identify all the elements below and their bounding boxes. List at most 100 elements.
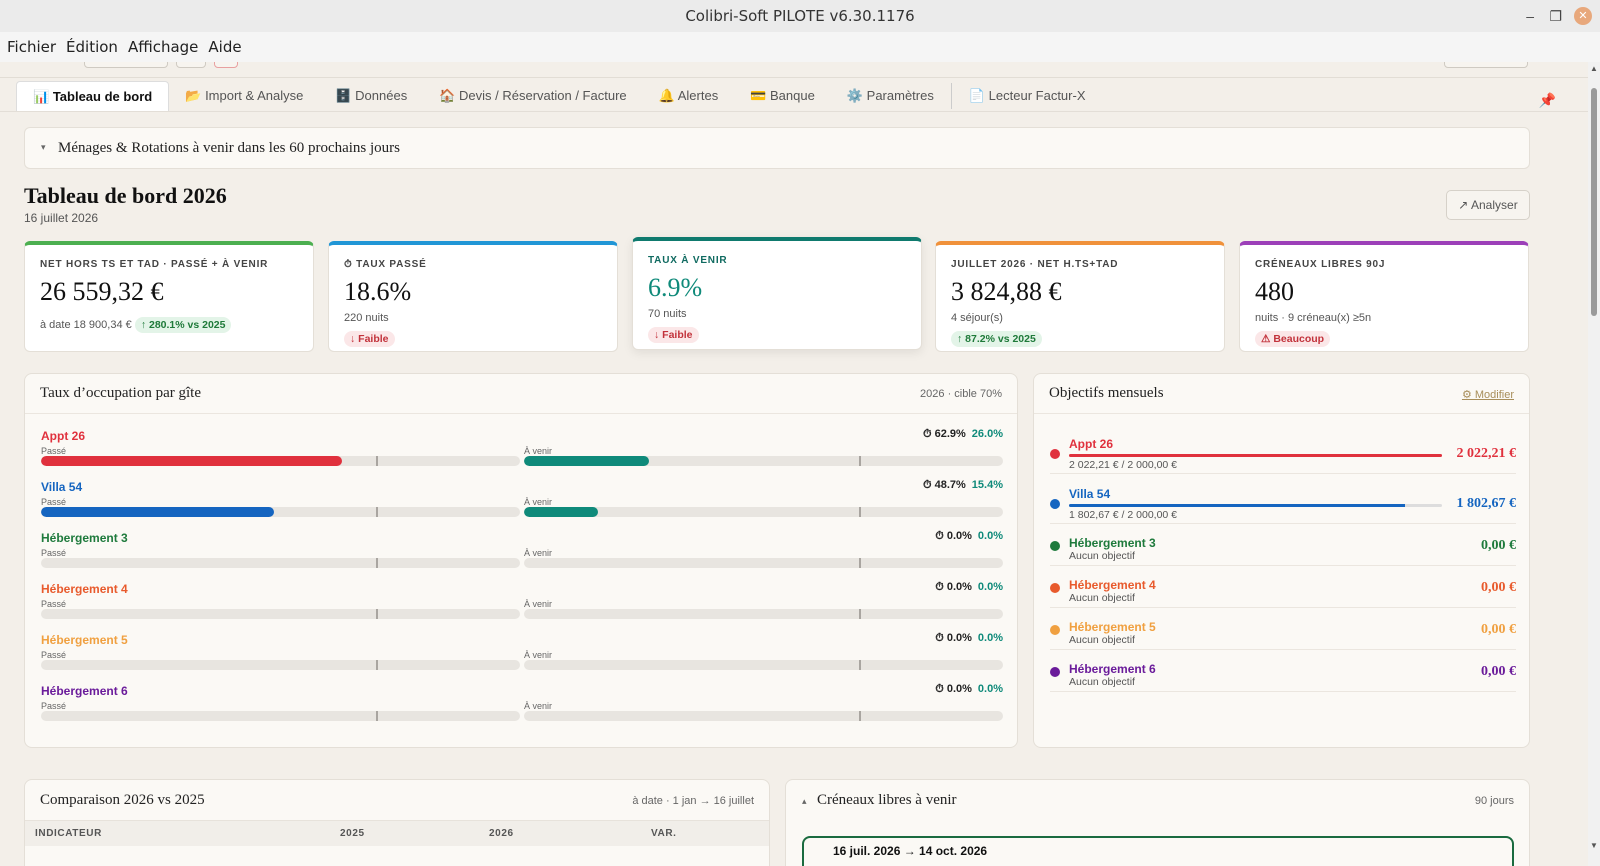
scrollbar-thumb[interactable]: [1591, 88, 1597, 316]
future-label: À venir: [524, 446, 553, 456]
objective-sub: 2 022,21 € / 2 000,00 €: [1069, 459, 1178, 471]
menu-bar: Fichier Édition Affichage Aide: [0, 32, 1600, 62]
kpi-value: 480: [1255, 277, 1294, 306]
timer-icon: ⏱: [922, 428, 932, 440]
future-track: [524, 609, 1003, 619]
past-rate: 62.9%: [934, 428, 966, 440]
scroll-down-icon[interactable]: ▼: [1590, 841, 1598, 850]
menu-edition[interactable]: Édition: [66, 38, 118, 56]
past-track: [41, 456, 520, 466]
tab-lecteur-facturx[interactable]: 📄 Lecteur Factur-X: [953, 81, 1102, 111]
clipped-button[interactable]: [84, 62, 168, 68]
objective-row: Hébergement 6 Aucun objectif 0,00 €: [1050, 650, 1516, 692]
tab-label: Paramètres: [866, 88, 934, 103]
future-rate: 0.0%: [977, 530, 1003, 542]
caret-up-icon[interactable]: ▴: [802, 796, 807, 806]
tab-import-analyse[interactable]: 📂 Import & Analyse: [169, 81, 319, 111]
occupancy-meta: 2026 · cible 70%: [920, 388, 1002, 400]
target-marker: [376, 456, 379, 466]
column-header[interactable]: INDICATEUR: [35, 828, 102, 839]
tab-alertes[interactable]: 🔔 Alertes: [643, 81, 735, 111]
kpi-sub-text: à date 18 900,34 €: [40, 319, 132, 331]
occupancy-row: Hébergement 6 Passé À venir ⏱ 0.0% 0.0%: [41, 683, 1003, 735]
panel-header: Comparaison 2026 vs 2025 à date · 1 jan …: [25, 780, 769, 820]
occupancy-values: ⏱ 0.0% 0.0%: [935, 632, 1003, 645]
pin-icon[interactable]: 📌: [1538, 92, 1556, 108]
analyser-button[interactable]: ↗ Analyser: [1446, 190, 1530, 220]
future-track: [524, 711, 1003, 721]
vertical-scrollbar[interactable]: ▲ ▼: [1588, 62, 1600, 866]
past-track: [41, 558, 520, 568]
gite-name: Hébergement 4: [1069, 578, 1156, 592]
creneau-card[interactable]: 16 juil. 2026 → 14 oct. 2026: [802, 836, 1514, 866]
menu-fichier[interactable]: Fichier: [7, 38, 57, 56]
column-header[interactable]: VAR.: [651, 828, 677, 839]
gite-name: Hébergement 5: [1069, 620, 1156, 634]
target-marker: [859, 558, 862, 568]
panel-header: Objectifs mensuels ⚙ Modifier: [1034, 374, 1529, 414]
past-label: Passé: [41, 599, 67, 609]
menages-rotations-label: Ménages & Rotations à venir dans les 60 …: [58, 140, 401, 156]
tab-donnees[interactable]: 🗄️ Données: [319, 81, 423, 111]
occupancy-panel: Taux d’occupation par gîte 2026 · cible …: [24, 373, 1018, 748]
kpi-label: CRÉNEAUX LIBRES 90J: [1255, 259, 1386, 270]
gite-name: Hébergement 6: [1069, 662, 1156, 676]
panel-header[interactable]: ▴ Créneaux libres à venir 90 jours: [786, 780, 1529, 820]
gite-name: Villa 54: [1069, 487, 1111, 501]
kpi-label: ⏱ TAUX PASSÉ: [344, 259, 427, 270]
past-label: Passé: [41, 497, 67, 507]
creneaux-meta: 90 jours: [1474, 795, 1514, 807]
menages-rotations-panel[interactable]: ▾ Ménages & Rotations à venir dans les 6…: [24, 127, 1530, 169]
kpi-value: 6.9%: [648, 273, 703, 302]
timer-icon: ⏱: [935, 632, 944, 644]
past-label: Passé: [41, 701, 67, 711]
future-label: À venir: [524, 548, 553, 558]
tabs-divider: [0, 111, 1588, 112]
objectives-panel: Objectifs mensuels ⚙ Modifier Appt 26 2 0…: [1033, 373, 1530, 748]
target-marker: [376, 711, 379, 721]
close-icon[interactable]: ✕: [1574, 7, 1592, 25]
future-label: À venir: [524, 650, 553, 660]
gite-name: Appt 26: [1069, 437, 1114, 451]
tab-label: Import & Analyse: [205, 88, 304, 103]
modifier-link[interactable]: ⚙ Modifier: [1461, 389, 1514, 401]
gite-name: Hébergement 3: [1069, 536, 1156, 550]
caret-down-icon[interactable]: ▾: [41, 142, 46, 152]
past-label: Passé: [41, 446, 67, 456]
kpi-value: 26 559,32 €: [40, 277, 164, 306]
column-header[interactable]: 2026: [489, 828, 514, 839]
future-track: [524, 660, 1003, 670]
tab-tableau-de-bord[interactable]: 📊 Tableau de bord: [16, 81, 170, 111]
occupancy-row: Appt 26 Passé À venir ⏱ 62.9% 26.0%: [41, 428, 1003, 480]
objective-row: Hébergement 5 Aucun objectif 0,00 €: [1050, 608, 1516, 650]
occupancy-values: ⏱ 0.0% 0.0%: [935, 581, 1003, 594]
scroll-up-icon[interactable]: ▲: [1590, 64, 1598, 73]
objective-progress: [1069, 454, 1442, 457]
kpi-card-taux-a-venir: TAUX À VENIR 6.9% 70 nuits ↓ Faible: [632, 237, 922, 350]
minimize-icon[interactable]: –: [1526, 8, 1534, 24]
future-fill: [524, 507, 598, 517]
menu-aide[interactable]: Aide: [208, 38, 242, 56]
tab-parametres[interactable]: ⚙️ Paramètres: [831, 81, 950, 111]
cabinet-icon: 🗄️: [335, 88, 352, 103]
kpi-badge: ⚠ Beaucoup: [1255, 331, 1331, 347]
clipped-button[interactable]: [1444, 62, 1528, 68]
column-header[interactable]: 2025: [340, 828, 365, 839]
future-label: À venir: [524, 497, 553, 507]
maximize-icon[interactable]: ❐: [1549, 8, 1562, 24]
clipped-button[interactable]: [176, 62, 206, 68]
tab-devis-reservation-facture[interactable]: 🏠 Devis / Réservation / Facture: [423, 81, 642, 111]
color-dot: [1050, 625, 1060, 635]
clipped-button[interactable]: [214, 62, 238, 68]
occupancy-title: Taux d’occupation par gîte: [40, 385, 201, 401]
tab-banque[interactable]: 💳 Banque: [734, 81, 831, 111]
color-dot: [1050, 583, 1060, 593]
kpi-label: TAUX À VENIR: [648, 255, 728, 266]
kpi-card-juillet: JUILLET 2026 · NET H.TS+TAD 3 824,88 € 4…: [935, 241, 1225, 352]
target-marker: [376, 558, 379, 568]
occupancy-values: ⏱ 0.0% 0.0%: [935, 683, 1003, 696]
menu-affichage[interactable]: Affichage: [127, 38, 199, 56]
occupancy-values: ⏱ 0.0% 0.0%: [935, 530, 1003, 543]
bell-icon: 🔔: [658, 88, 675, 103]
target-marker: [859, 660, 862, 670]
